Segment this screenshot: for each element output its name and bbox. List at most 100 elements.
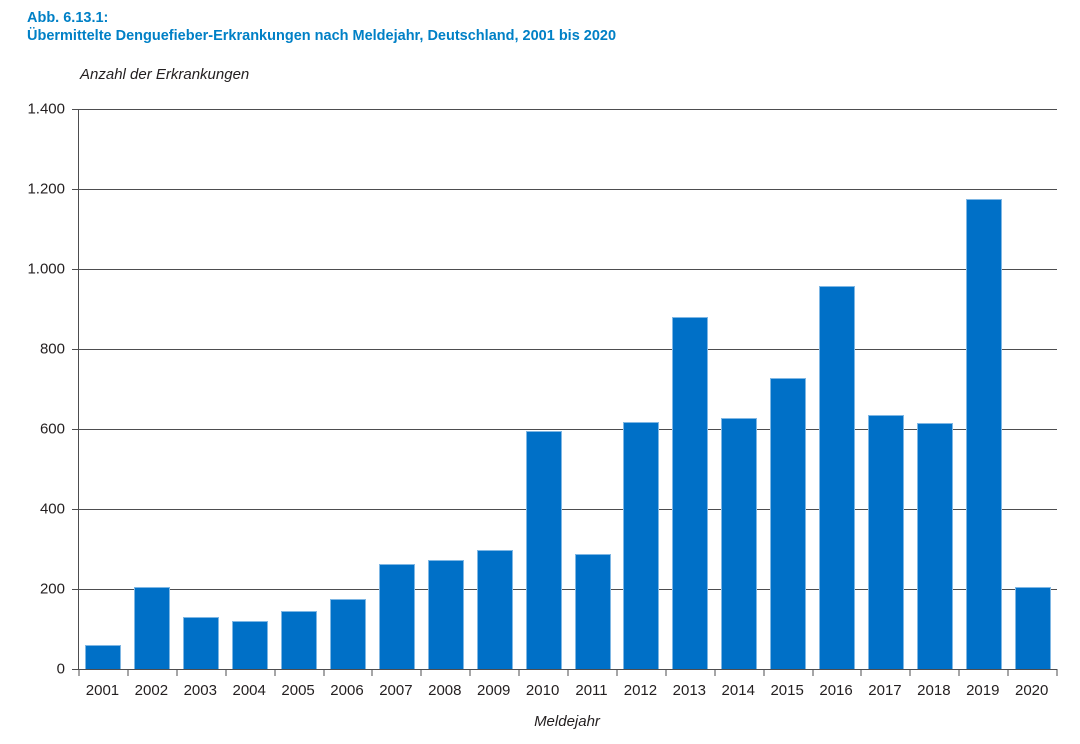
bar-slot-2014 — [715, 109, 764, 669]
y-tick-label-200: 200 — [39, 580, 65, 598]
y-tick-label-600: 600 — [39, 420, 65, 438]
x-tick-0 — [78, 669, 80, 676]
bar-slot-2008 — [421, 109, 470, 669]
x-tick-label-2007: 2007 — [379, 682, 413, 699]
gridline-200 — [79, 589, 1057, 590]
bar-slot-2004 — [226, 109, 275, 669]
x-tick-1 — [127, 669, 129, 676]
y-tick-label-800: 800 — [39, 340, 65, 358]
x-tick-label-2013: 2013 — [672, 682, 707, 699]
gridline-1400 — [79, 109, 1057, 110]
bar-2001 — [85, 645, 122, 669]
y-tick-1000 — [72, 269, 79, 270]
bar-slot-2010 — [519, 109, 568, 669]
figure-label: Abb. 6.13.1: — [27, 10, 109, 26]
plot-area: 0 200 400 600 800 1.000 1.200 1.400 — [27, 101, 1058, 678]
bar-2011 — [574, 553, 611, 669]
bar-2014 — [721, 418, 758, 669]
bar-2003 — [183, 617, 220, 669]
y-tick-400 — [72, 509, 79, 510]
x-tick-5 — [323, 669, 324, 676]
bar-2019 — [965, 198, 1002, 669]
x-labels-row: 2001 2002 2003 2004 2005 2006 2007 2008 2009 2010… — [78, 682, 1056, 699]
bar-slot-2012 — [617, 109, 666, 669]
bar-slot-2002 — [128, 109, 177, 669]
x-tick-14 — [763, 669, 765, 676]
x-tick-label-2004: 2004 — [232, 682, 266, 699]
bar-2017 — [867, 414, 904, 669]
bar-2015 — [770, 378, 807, 669]
bar-2020 — [1014, 587, 1051, 669]
bar-slot-2003 — [177, 109, 226, 669]
bar-slot-2020 — [1008, 109, 1057, 669]
x-tick-label-2008: 2008 — [428, 682, 462, 699]
bar-slot-2005 — [275, 109, 324, 669]
x-tick-11 — [616, 669, 618, 676]
bar-2008 — [427, 559, 464, 669]
bar-slot-2007 — [372, 109, 421, 669]
x-tick-16 — [860, 669, 862, 676]
bar-2007 — [378, 564, 415, 669]
x-tick-19 — [1007, 669, 1009, 676]
x-tick-3 — [225, 669, 227, 676]
bar-slot-2011 — [568, 109, 617, 669]
x-tick-15 — [812, 669, 813, 676]
x-tick-label-2018: 2018 — [917, 682, 951, 699]
y-tick-800 — [72, 349, 79, 350]
y-tick-0 — [72, 669, 79, 670]
x-tick-8 — [469, 669, 471, 676]
y-tick-label-400: 400 — [39, 500, 65, 518]
x-tick-label-2011: 2011 — [575, 682, 608, 699]
bar-2004 — [232, 621, 269, 669]
x-tick-label-2002: 2002 — [134, 682, 169, 699]
y-tick-1400 — [72, 109, 79, 110]
x-tick-label-2001: 2001 — [85, 682, 120, 699]
x-tick-label-2020: 2020 — [1014, 682, 1049, 699]
gridline-1200 — [79, 189, 1057, 190]
bar-2010 — [525, 431, 562, 669]
bar-2016 — [819, 285, 856, 669]
bar-2013 — [672, 317, 709, 669]
y-tick-200 — [72, 589, 79, 590]
bar-slot-2001 — [79, 109, 128, 669]
bars-row — [79, 109, 1057, 669]
bar-slot-2015 — [764, 109, 813, 669]
bar-slot-2009 — [470, 109, 519, 669]
bar-slot-2016 — [813, 109, 862, 669]
bar-2002 — [134, 587, 171, 669]
x-tick-9 — [518, 669, 520, 676]
x-tick-6 — [371, 669, 373, 676]
x-tick-13 — [714, 669, 716, 676]
x-tick-7 — [420, 669, 422, 676]
x-tick-label-2006: 2006 — [330, 682, 364, 699]
x-tick-label-2015: 2015 — [770, 682, 804, 699]
bar-slot-2019 — [959, 109, 1008, 669]
x-tick-12 — [665, 669, 667, 676]
bar-2012 — [623, 422, 660, 669]
bar-2006 — [329, 599, 366, 669]
x-tick-label-2016: 2016 — [819, 682, 853, 699]
x-tick-label-2017: 2017 — [868, 682, 902, 699]
x-tick-18 — [958, 669, 960, 676]
y-tick-label-1400: 1.400 — [27, 100, 65, 118]
bar-slot-2017 — [862, 109, 911, 669]
bar-2009 — [476, 550, 513, 669]
bar-2005 — [281, 611, 318, 669]
x-tick-17 — [909, 669, 911, 676]
x-tick-label-2009: 2009 — [477, 682, 511, 699]
x-tick-4 — [274, 669, 276, 676]
y-tick-600 — [72, 429, 79, 430]
figure-title-block: Abb. 6.13.1: Übermittelte Denguefieber-E… — [27, 9, 616, 45]
bar-slot-2013 — [666, 109, 715, 669]
x-tick-2 — [176, 669, 178, 676]
x-tick-label-2014: 2014 — [721, 682, 755, 699]
y-axis-title: Anzahl der Erkrankungen — [80, 66, 250, 83]
y-tick-label-1000: 1.000 — [27, 260, 65, 278]
x-tick-label-2010: 2010 — [525, 682, 560, 699]
y-tick-label-1200: 1.200 — [27, 180, 65, 198]
x-tick-label-2012: 2012 — [623, 682, 658, 699]
gridline-400 — [79, 509, 1057, 510]
figure-title: Übermittelte Denguefieber-Erkrankungen n… — [27, 28, 617, 44]
y-tick-label-0: 0 — [56, 660, 65, 678]
